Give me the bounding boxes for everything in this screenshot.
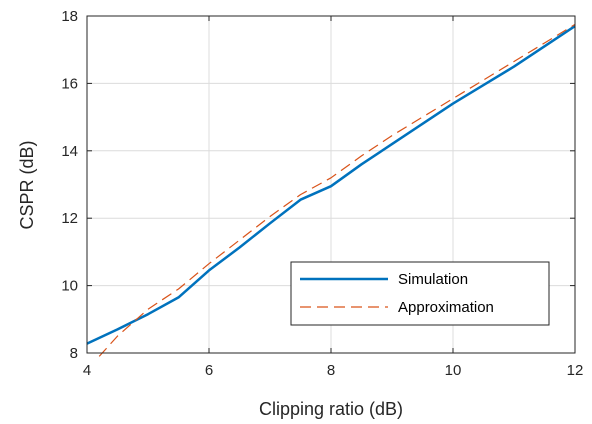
y-tick-label: 18 — [61, 8, 78, 25]
y-tick-label: 12 — [61, 210, 78, 227]
y-tick-label: 10 — [61, 278, 78, 295]
series-line-simulation — [86, 25, 576, 345]
series-group — [86, 23, 576, 357]
x-tick-label: 4 — [83, 362, 91, 379]
tick-label-group: 4 6 8 10 12 8 10 12 14 16 18 — [61, 8, 583, 379]
y-axis-label: CSPR (dB) — [17, 140, 37, 229]
x-tick-label: 8 — [327, 362, 335, 379]
legend-box — [290, 261, 550, 326]
tick-group — [86, 15, 576, 354]
x-tick-label: 6 — [205, 362, 213, 379]
y-tick-label: 8 — [70, 345, 78, 362]
y-tick-label: 16 — [61, 75, 78, 92]
legend: Simulation Approximation — [290, 261, 550, 326]
legend-label-approximation: Approximation — [398, 299, 494, 316]
legend-label-simulation: Simulation — [398, 271, 468, 288]
x-tick-label: 10 — [445, 362, 462, 379]
x-tick-label: 12 — [567, 362, 584, 379]
series-line-approximation — [98, 23, 576, 357]
y-tick-label: 14 — [61, 143, 78, 160]
x-axis-label: Clipping ratio (dB) — [259, 399, 403, 419]
